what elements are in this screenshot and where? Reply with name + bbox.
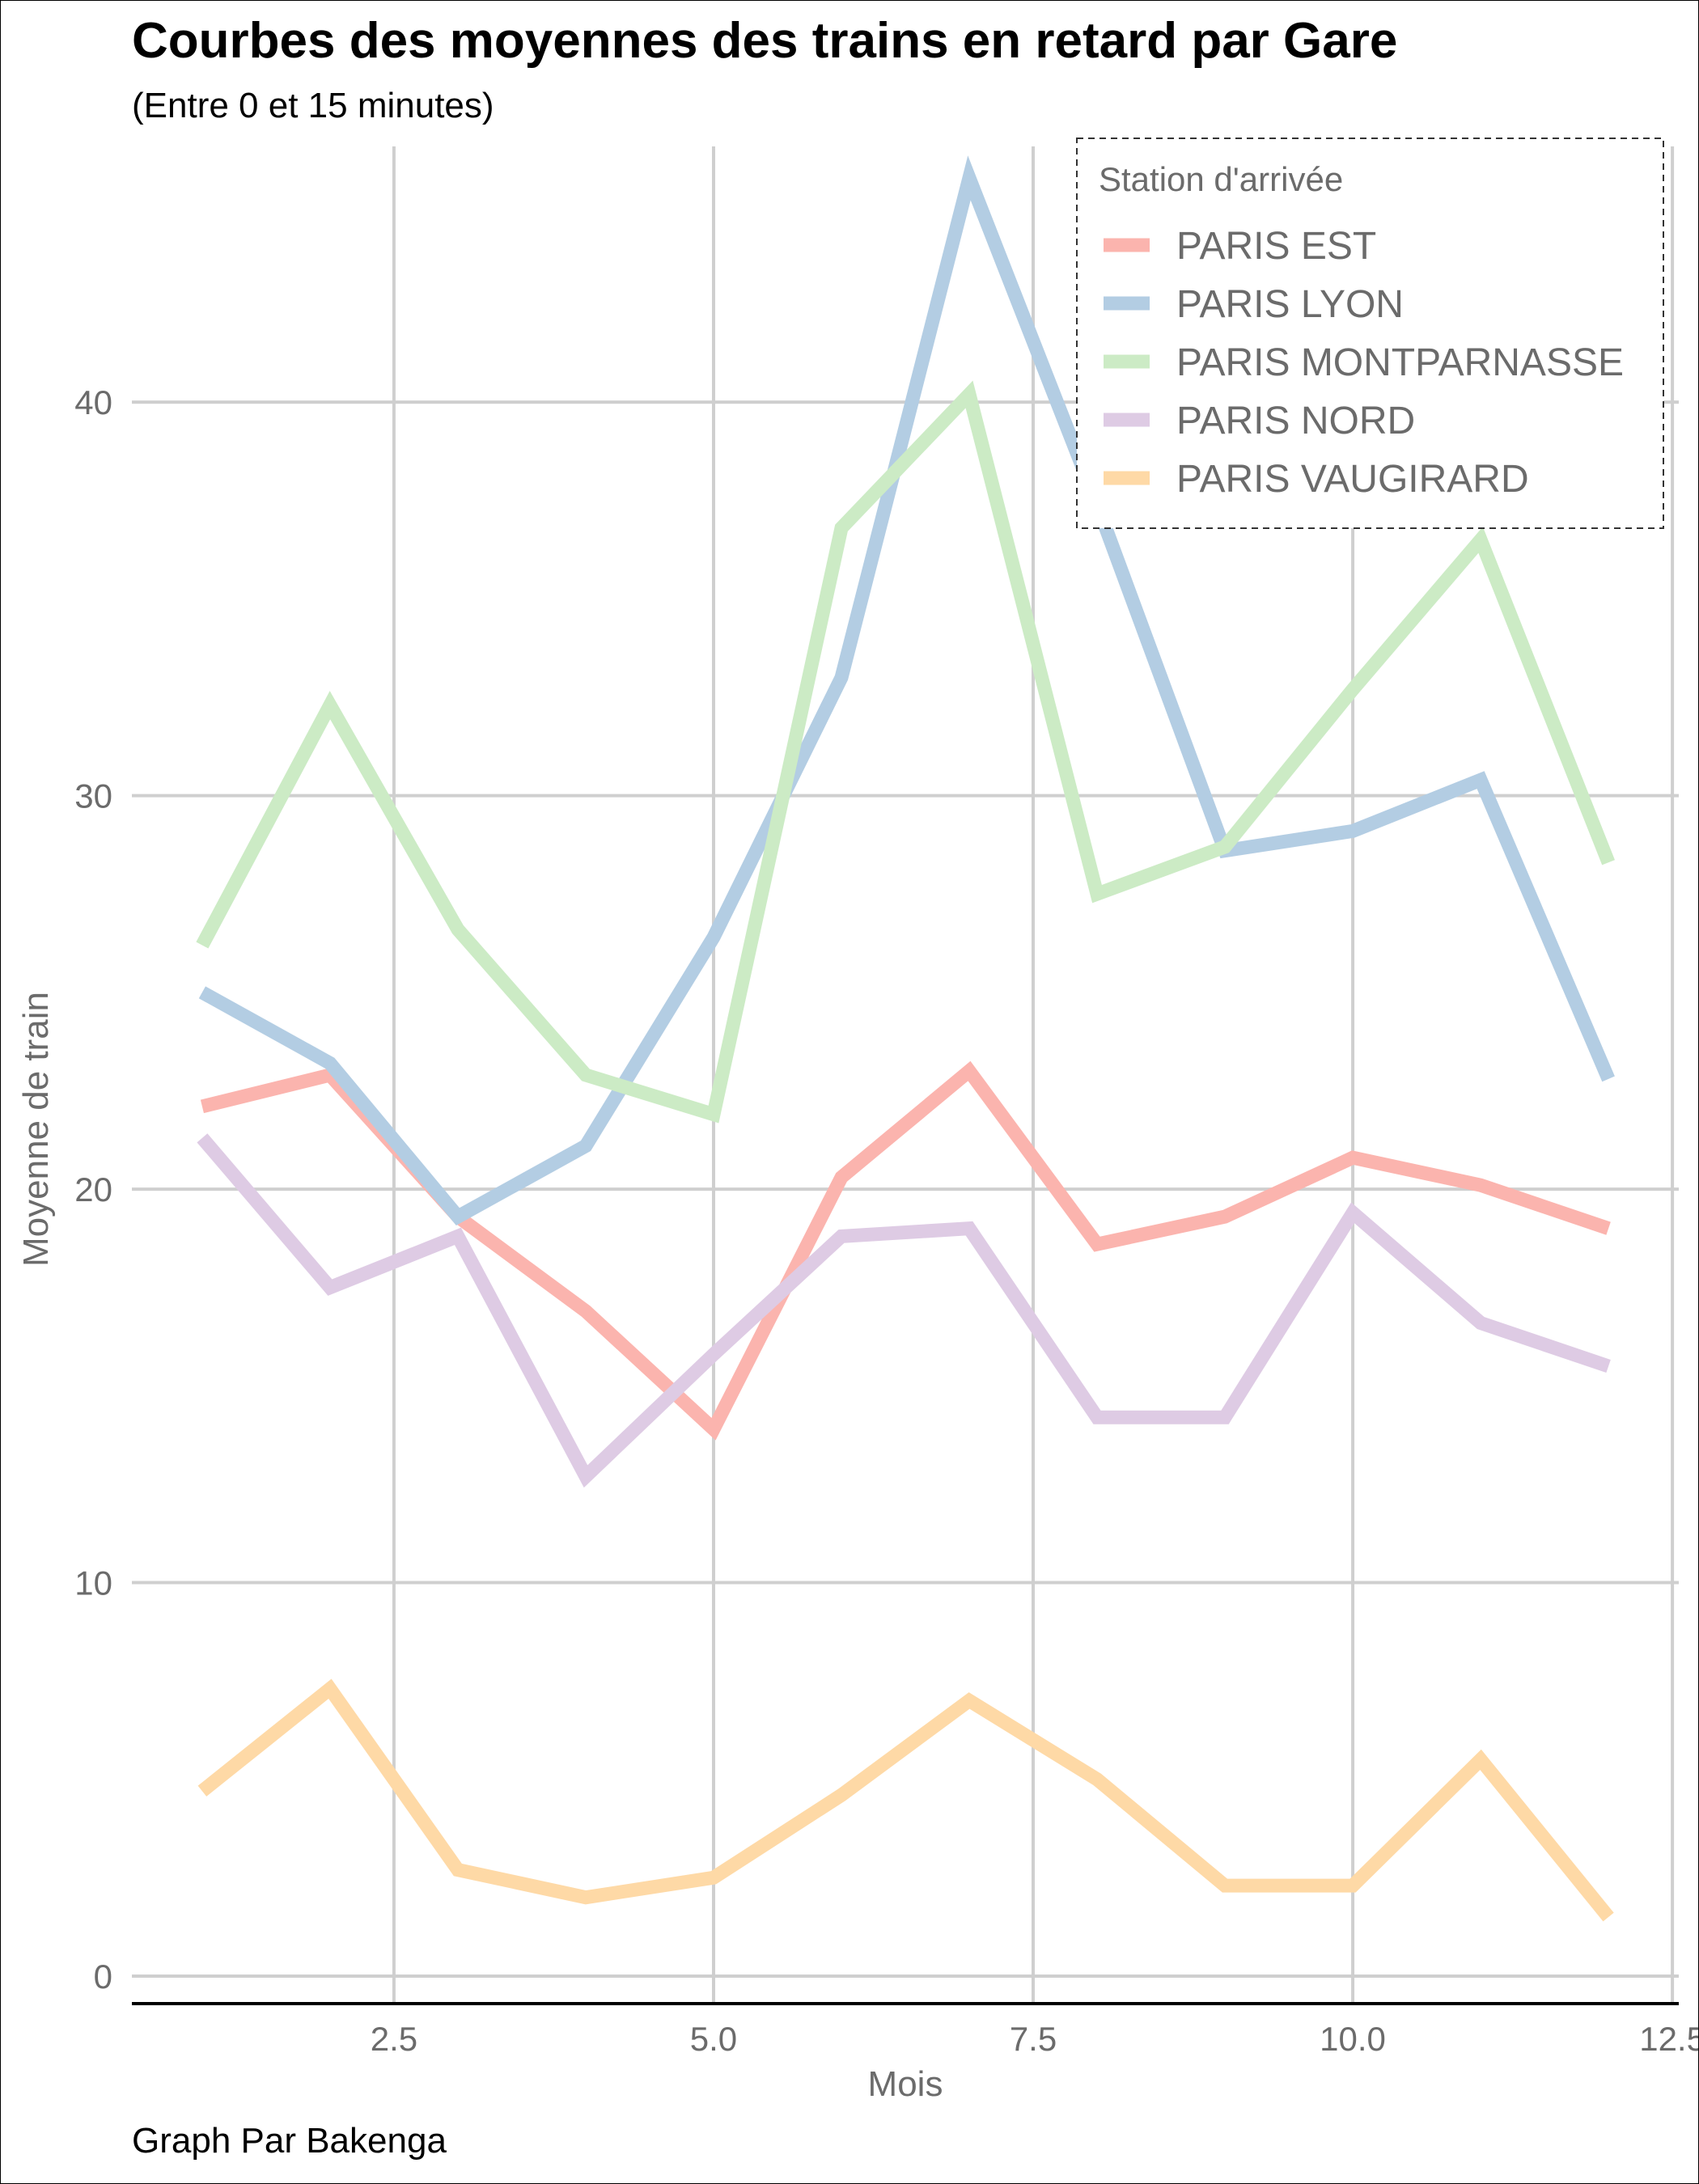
series-line-paris-nord	[197, 1133, 1611, 1488]
y-tick-label: 30	[74, 777, 112, 815]
y-tick-label: 10	[74, 1564, 112, 1602]
x-tick-label: 2.5	[371, 2020, 417, 2058]
legend-label: PARIS NORD	[1176, 400, 1415, 442]
x-tick-label: 12.5	[1639, 2020, 1698, 2058]
x-tick-label: 5.0	[690, 2020, 737, 2058]
series-line-paris-montparnasse	[196, 380, 1616, 1124]
y-axis-title: Moyenne de train	[16, 992, 56, 1267]
legend-label: PARIS LYON	[1176, 283, 1404, 326]
chart-caption: Graph Par Bakenga	[132, 2121, 447, 2161]
chart-subtitle: (Entre 0 et 15 minutes)	[132, 86, 494, 125]
legend-label: PARIS MONTPARNASSE	[1176, 341, 1624, 384]
x-tick-label: 10.0	[1320, 2020, 1386, 2058]
legend-label: PARIS VAUGIRARD	[1176, 458, 1529, 501]
y-tick-label: 0	[94, 1958, 112, 1996]
legend-box	[1076, 138, 1664, 529]
x-axis-title: Mois	[868, 2064, 943, 2104]
x-tick-label: 7.5	[1010, 2020, 1057, 2058]
legend-title: Station d'arrivée	[1099, 160, 1343, 198]
y-tick-label: 40	[74, 383, 112, 421]
axes: 2.5 5.0 7.5 10.0 12.5 0 10 20 30 40	[74, 383, 1698, 2058]
series-lines	[196, 155, 1616, 1922]
series-line-paris-lyon	[198, 155, 1615, 1225]
y-tick-label: 20	[74, 1170, 112, 1208]
series-line-paris-vaugirard	[197, 1678, 1614, 1922]
legend-label: PARIS EST	[1176, 225, 1376, 268]
legend-items: PARIS EST PARIS LYON PARIS MONTPARNASSE PAR…	[1104, 225, 1624, 501]
chart-title: Courbes des moyennes des trains en retar…	[132, 13, 1397, 69]
